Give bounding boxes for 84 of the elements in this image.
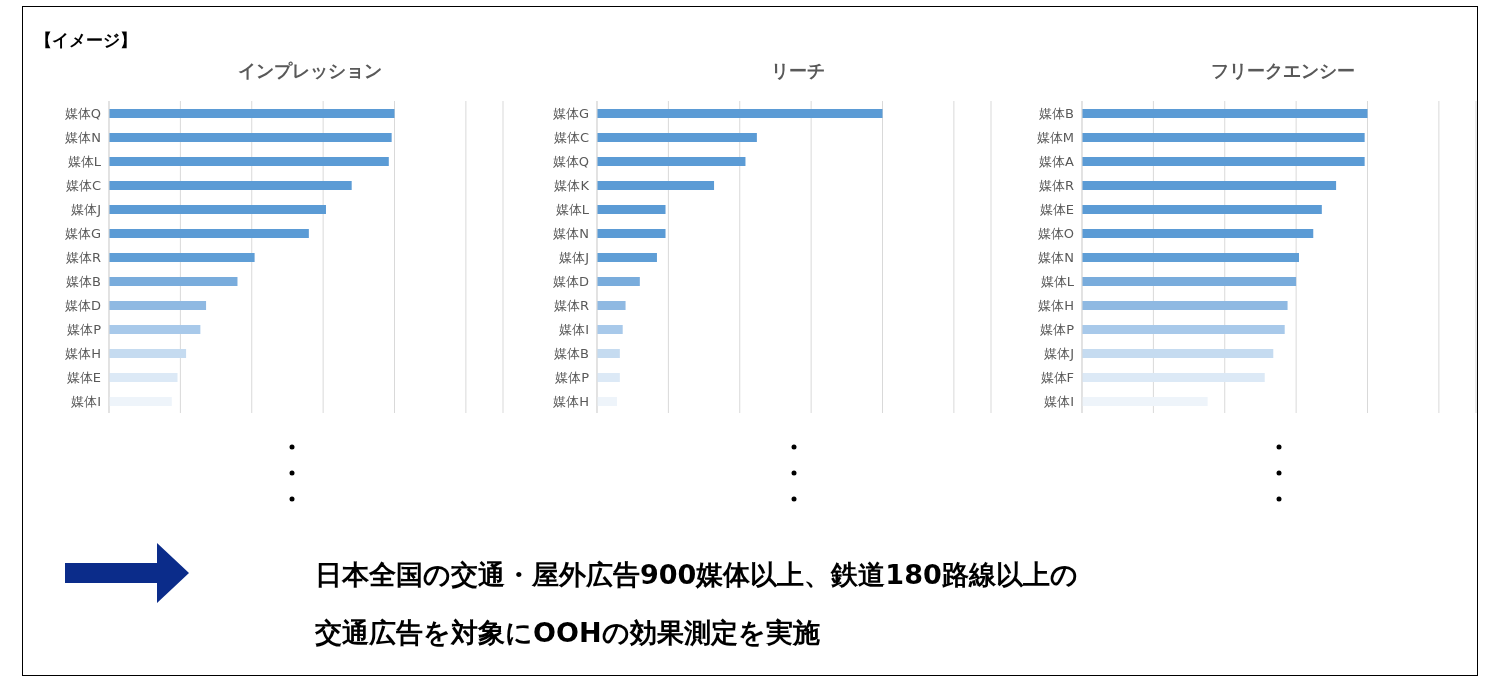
bar (1082, 229, 1314, 238)
bar (597, 277, 640, 286)
y-tick-label: 媒体O (1037, 225, 1074, 241)
bar (109, 325, 201, 334)
bar (597, 181, 715, 190)
y-tick-label: 媒体G (64, 225, 101, 241)
bar (109, 373, 178, 382)
chart-title: フリークエンシー (1210, 59, 1356, 83)
bar (109, 157, 389, 166)
y-tick-label: 媒体K (554, 177, 590, 193)
bar (1082, 397, 1208, 406)
y-tick-label: 媒体P (1040, 321, 1075, 337)
y-tick-label: 媒体Q (552, 153, 589, 169)
y-tick-label: 媒体C (553, 129, 589, 145)
y-tick-label: 媒体D (552, 273, 589, 289)
bar (109, 229, 309, 238)
y-tick-label: 媒体E (1039, 201, 1074, 217)
bar (109, 253, 255, 262)
bar (109, 277, 238, 286)
bar (109, 109, 395, 118)
y-tick-label: 媒体N (553, 225, 589, 241)
y-tick-label: 媒体B (1039, 105, 1074, 121)
text: 交通広告を対象にOOHの効果測定を実施 (315, 616, 820, 650)
bar (597, 157, 746, 166)
y-tick-label: 媒体N (65, 129, 101, 145)
bar (597, 325, 623, 334)
bar (1082, 349, 1274, 358)
y-tick-label: 媒体I (71, 393, 101, 409)
y-tick-label: 媒体P (67, 321, 102, 337)
y-tick-label: 媒体B (66, 273, 101, 289)
y-tick-label: 媒体R (1038, 177, 1074, 193)
bar (109, 301, 207, 310)
bar (597, 373, 620, 382)
y-tick-label: 媒体H (65, 345, 101, 361)
bar (1082, 325, 1285, 334)
y-tick-label: 媒体F (1040, 369, 1074, 385)
y-tick-label: 媒体C (65, 177, 101, 193)
bar (1082, 133, 1365, 142)
y-tick-label: 媒体L (1040, 273, 1075, 289)
bar (597, 397, 617, 406)
y-tick-label: 媒体P (555, 369, 590, 385)
y-tick-label: 媒体B (554, 345, 589, 361)
bar (597, 205, 666, 214)
y-tick-label: 媒体J (1044, 345, 1074, 361)
bar (1082, 373, 1265, 382)
y-tick-label: 媒体M (1036, 129, 1074, 145)
bar (109, 133, 392, 142)
y-tick-label: 媒体J (559, 249, 589, 265)
bar (1082, 109, 1368, 118)
bar (1082, 253, 1299, 262)
y-tick-label: 媒体L (67, 153, 102, 169)
chart-title: インプレッション (237, 59, 383, 83)
bar (1082, 301, 1288, 310)
text: 日本全国の交通・屋外広告900媒体以上、鉄道180路線以上の (315, 558, 1078, 592)
y-tick-label: 媒体H (553, 393, 589, 409)
bar (109, 181, 352, 190)
y-tick-label: 媒体A (1039, 153, 1075, 169)
bar (597, 133, 757, 142)
y-tick-label: 媒体G (552, 105, 589, 121)
chart-title: リーチ (770, 59, 826, 83)
bar (597, 109, 883, 118)
y-tick-label: 媒体J (71, 201, 101, 217)
bar (1082, 205, 1322, 214)
y-tick-label: 媒体H (1038, 297, 1074, 313)
y-tick-label: 媒体I (1044, 393, 1074, 409)
y-tick-label: 媒体Q (64, 105, 101, 121)
bar (1082, 157, 1365, 166)
y-tick-label: 媒体D (64, 297, 101, 313)
bar (109, 397, 172, 406)
bar (597, 253, 657, 262)
y-tick-label: 媒体L (555, 201, 590, 217)
bar (1082, 277, 1297, 286)
y-tick-label: 媒体I (559, 321, 589, 337)
bar (1082, 181, 1337, 190)
y-tick-label: 媒体N (1038, 249, 1074, 265)
bar (109, 205, 326, 214)
y-tick-label: 媒体R (553, 297, 589, 313)
bar (597, 301, 626, 310)
bar (109, 349, 187, 358)
bar (597, 229, 666, 238)
y-tick-label: 媒体R (65, 249, 101, 265)
bar (597, 349, 620, 358)
text: 【イメージ】 (35, 29, 137, 52)
y-tick-label: 媒体E (66, 369, 101, 385)
